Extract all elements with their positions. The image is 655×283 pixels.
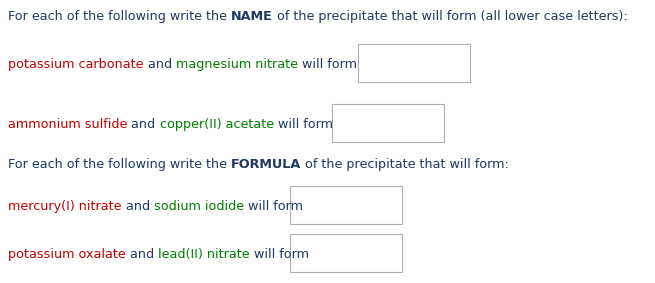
Text: and: and xyxy=(121,200,154,213)
Text: ammonium sulfide: ammonium sulfide xyxy=(8,118,127,131)
Text: magnesium nitrate: magnesium nitrate xyxy=(176,58,297,71)
Bar xyxy=(290,186,402,224)
Text: will form: will form xyxy=(297,58,356,71)
Text: potassium oxalate: potassium oxalate xyxy=(8,248,126,261)
Text: mercury(I) nitrate: mercury(I) nitrate xyxy=(8,200,121,213)
Text: and: and xyxy=(127,118,160,131)
Text: For each of the following write the: For each of the following write the xyxy=(8,158,231,171)
Bar xyxy=(332,104,444,142)
Bar xyxy=(290,234,402,272)
Text: lead(II) nitrate: lead(II) nitrate xyxy=(158,248,250,261)
Text: copper(II) acetate: copper(II) acetate xyxy=(160,118,274,131)
Text: will form: will form xyxy=(274,118,333,131)
Text: potassium carbonate: potassium carbonate xyxy=(8,58,143,71)
Text: FORMULA: FORMULA xyxy=(231,158,301,171)
Text: NAME: NAME xyxy=(231,10,272,23)
Text: of the precipitate that will form:: of the precipitate that will form: xyxy=(301,158,509,171)
Text: sodium iodide: sodium iodide xyxy=(154,200,244,213)
Text: and: and xyxy=(143,58,176,71)
Text: will form: will form xyxy=(244,200,303,213)
Text: For each of the following write the: For each of the following write the xyxy=(8,10,231,23)
Text: of the precipitate that will form (all lower case letters):: of the precipitate that will form (all l… xyxy=(272,10,627,23)
Bar xyxy=(358,44,470,82)
Text: will form: will form xyxy=(250,248,309,261)
Text: and: and xyxy=(126,248,158,261)
